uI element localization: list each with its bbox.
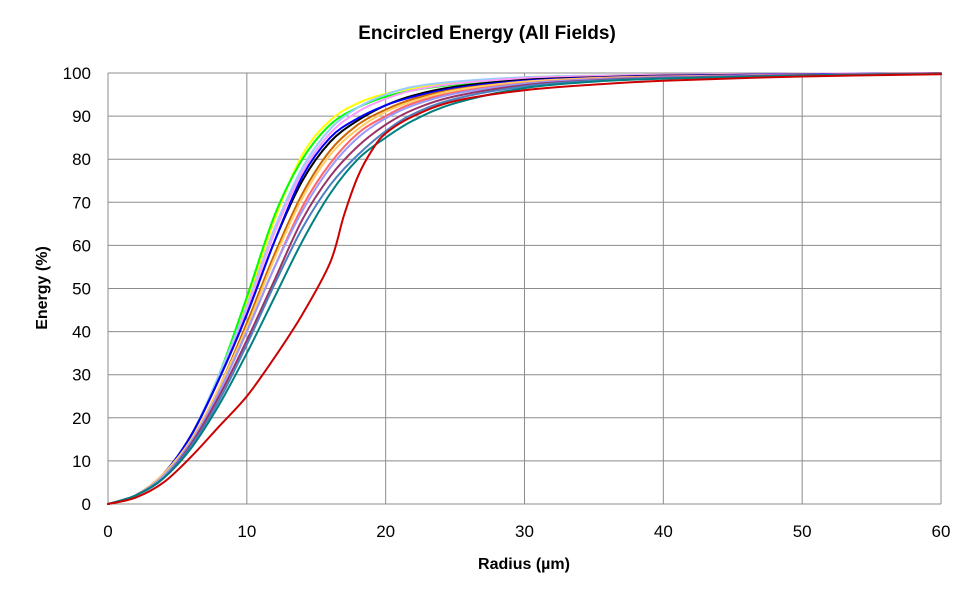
y-tick-label: 50	[72, 280, 91, 299]
series-line-13	[107, 72, 942, 505]
x-axis-ticks: 0 10 20 30 40 50 60	[103, 522, 950, 541]
x-axis-title: Radius (µm)	[478, 556, 570, 573]
series-group	[107, 72, 942, 505]
y-tick-label: 60	[72, 236, 91, 255]
y-tick-label: 20	[72, 409, 91, 428]
y-tick-label: 30	[72, 366, 91, 385]
y-tick-label: 40	[72, 323, 91, 342]
y-tick-label: 70	[72, 193, 91, 212]
y-tick-label: 80	[72, 150, 91, 169]
x-tick-label: 60	[932, 522, 951, 541]
y-tick-label: 0	[82, 495, 91, 514]
series-line-14	[107, 73, 942, 505]
y-tick-label: 100	[63, 64, 91, 83]
x-tick-label: 50	[793, 522, 812, 541]
x-tick-label: 40	[654, 522, 673, 541]
chart-title: Encircled Energy (All Fields)	[358, 23, 616, 44]
x-tick-label: 20	[376, 522, 395, 541]
x-tick-label: 10	[237, 522, 256, 541]
y-axis-title: Energy (%)	[34, 246, 51, 330]
gridlines	[107, 72, 942, 505]
y-tick-label: 10	[72, 452, 91, 471]
x-tick-label: 30	[515, 522, 534, 541]
x-tick-label: 0	[103, 522, 112, 541]
y-tick-label: 90	[72, 107, 91, 126]
y-axis-ticks: 0 10 20 30 40 50 60 70 80 90 100	[63, 64, 91, 514]
